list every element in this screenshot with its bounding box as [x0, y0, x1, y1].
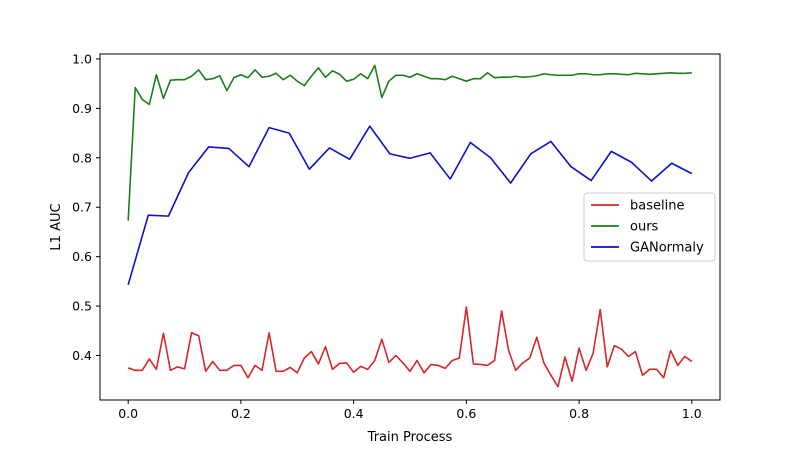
x-axis: 0.0 0.2 0.4 0.6 0.8 1.0	[118, 400, 702, 421]
series-line-ganormaly	[127, 125, 693, 286]
legend-label-ours: ours	[630, 220, 659, 235]
x-axis-label: Train Process	[367, 430, 453, 445]
y-tick-label: 0.7	[72, 200, 92, 215]
y-tick-label: 0.8	[72, 150, 92, 165]
x-tick-label: 0.0	[118, 406, 138, 421]
x-tick-label: 0.6	[456, 406, 476, 421]
x-tick-label: 1.0	[682, 406, 702, 421]
x-tick-label: 0.8	[569, 406, 589, 421]
y-tick-label: 1.0	[72, 51, 92, 66]
legend: baseline ours GANormaly	[583, 192, 716, 262]
plot-frame	[99, 53, 721, 401]
y-tick-label: 0.6	[72, 249, 92, 264]
legend-label-baseline: baseline	[630, 199, 684, 214]
y-tick-label: 0.5	[72, 299, 92, 314]
plot-lines	[127, 64, 693, 388]
series-line-ours	[127, 64, 692, 221]
legend-box	[583, 192, 716, 262]
y-tick-label: 0.9	[72, 101, 92, 116]
y-axis-label: L1 AUC	[49, 203, 64, 250]
series-line-baseline	[127, 306, 693, 388]
legend-label-ganormaly: GANormaly	[630, 241, 704, 256]
x-tick-label: 0.4	[344, 406, 364, 421]
y-axis: 0.4 0.5 0.6 0.7 0.8 0.9 1.0	[72, 51, 100, 363]
x-tick-label: 0.2	[231, 406, 251, 421]
y-tick-label: 0.4	[72, 348, 92, 363]
